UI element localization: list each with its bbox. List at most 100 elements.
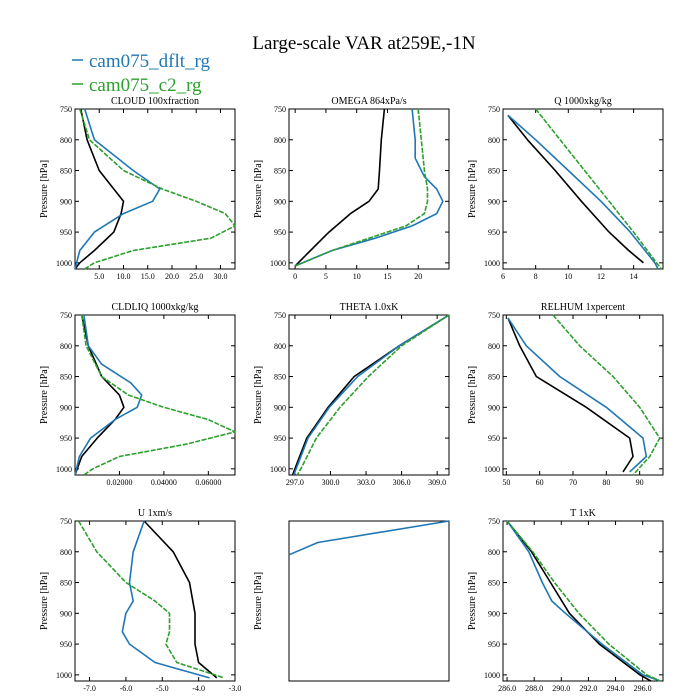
- y-axis-label: Pressure [hPa]: [39, 366, 50, 424]
- y-tick-label: 1000: [484, 671, 500, 680]
- panel-7: U 1xm/s Pressure [hPa] 750 800 850 900 950 1000…: [39, 508, 241, 693]
- y-tick-label: 800: [60, 548, 72, 557]
- x-tick-label: 10: [564, 272, 572, 281]
- x-tick-label: 0.04000: [151, 478, 177, 487]
- series-line-3: [506, 520, 661, 682]
- figure-title: Large-scale VAR at259E,-1N: [252, 33, 475, 54]
- plot-frame: [74, 108, 236, 270]
- panel-2: OMEGA 864xPa/s Pressure [hPa] 750 800 850 900…: [253, 96, 450, 281]
- y-tick-label: 850: [488, 167, 500, 176]
- x-tick-label: 90: [636, 478, 644, 487]
- x-tick-label: 290.0: [552, 684, 570, 693]
- x-tick-label: 8: [534, 272, 538, 281]
- series-line-3: [79, 108, 236, 270]
- x-tick-label: 292.0: [579, 684, 597, 693]
- x-tick-label: 25.0: [189, 272, 203, 281]
- x-tick-label: 286.0: [498, 684, 516, 693]
- x-tick-label: 0: [293, 272, 297, 281]
- y-axis-label: Pressure [hPa]: [467, 160, 478, 218]
- y-tick-label: 900: [488, 609, 500, 618]
- panel-9: T 1xK Pressure [hPa] 750 800 850 900 950 1000 28…: [467, 508, 664, 693]
- y-tick-label: 900: [274, 197, 286, 206]
- x-tick-label: 297.0: [286, 478, 304, 487]
- plot-frame: [288, 108, 450, 270]
- y-tick-label: 1000: [56, 259, 72, 268]
- panel-title: RELHUM 1xpercent: [541, 302, 625, 313]
- series-line-2: [507, 114, 659, 270]
- y-tick-label: 750: [60, 311, 72, 320]
- x-tick-label: 300.0: [321, 478, 339, 487]
- x-tick-label: 0.02000: [106, 478, 132, 487]
- y-tick-label: 950: [274, 228, 286, 237]
- legend-label-c2: cam075_c2_rg: [89, 75, 202, 96]
- y-tick-label: 800: [60, 342, 72, 351]
- series-line-1: [74, 314, 125, 476]
- panel-title: THETA 1.0xK: [340, 302, 399, 313]
- x-tick-label: -5.0: [156, 684, 169, 693]
- x-tick-label: -3.0: [229, 684, 242, 693]
- y-tick-label: 850: [488, 373, 500, 382]
- y-tick-label: 750: [60, 105, 72, 114]
- y-tick-label: 900: [488, 403, 500, 412]
- y-tick-label: 800: [274, 342, 286, 351]
- x-tick-label: 15: [383, 272, 391, 281]
- y-tick-label: 800: [274, 136, 286, 145]
- panel-6: RELHUM 1xpercent Pressure [hPa] 750 800 850 9…: [467, 302, 664, 487]
- panel-3: Q 1000xkg/kg Pressure [hPa] 750 800 850 900 95…: [467, 96, 664, 281]
- panel-1: CLOUD 100xfraction Pressure [hPa] 750 800 85…: [39, 96, 236, 281]
- panel-title: CLOUD 100xfraction: [111, 96, 199, 107]
- y-tick-label: 750: [60, 517, 72, 526]
- y-tick-label: 950: [488, 640, 500, 649]
- panel-5: THETA 1.0xK Pressure [hPa] 750 800 850 900 950…: [253, 302, 450, 487]
- panel-title: Q 1000xkg/kg: [554, 96, 612, 107]
- x-tick-label: 309.0: [428, 478, 446, 487]
- series-line-3: [552, 314, 661, 476]
- x-tick-label: 15.0: [141, 272, 155, 281]
- y-tick-label: 850: [60, 373, 72, 382]
- x-tick-label: 14: [630, 272, 638, 281]
- y-axis-label: Pressure [hPa]: [467, 572, 478, 630]
- y-tick-label: 1000: [270, 259, 286, 268]
- y-tick-label: 750: [488, 311, 500, 320]
- y-tick-label: 1000: [270, 465, 286, 474]
- series-line-1: [507, 114, 644, 264]
- x-tick-label: 294.0: [607, 684, 625, 693]
- panel-title: OMEGA 864xPa/s: [331, 96, 406, 107]
- series-line-1: [507, 317, 634, 473]
- series-line-3: [80, 314, 236, 476]
- panel-title: CLDLIQ 1000xkg/kg: [112, 302, 199, 313]
- y-tick-label: 950: [60, 434, 72, 443]
- y-tick-label: 750: [274, 105, 286, 114]
- x-tick-label: 5.0: [94, 272, 104, 281]
- plot-frame: [74, 314, 236, 476]
- x-tick-label: 0.06000: [195, 478, 221, 487]
- x-tick-label: 303.0: [357, 478, 375, 487]
- x-tick-label: 30.0: [213, 272, 227, 281]
- y-tick-label: 950: [60, 640, 72, 649]
- panel-title: U 1xm/s: [138, 508, 172, 519]
- series-line-2: [121, 520, 210, 679]
- x-tick-label: 10.0: [116, 272, 130, 281]
- y-tick-label: 900: [60, 609, 72, 618]
- x-tick-label: 6: [501, 272, 505, 281]
- series-line-3: [77, 520, 225, 679]
- x-tick-label: 12: [597, 272, 605, 281]
- y-tick-label: 850: [60, 579, 72, 588]
- series-line-2: [506, 520, 661, 682]
- legend-label-dflt: cam075_dflt_rg: [89, 51, 211, 72]
- legend: cam075_dflt_rg cam075_c2_rg: [72, 51, 211, 96]
- y-tick-label: 950: [60, 228, 72, 237]
- series-line-1: [74, 108, 125, 270]
- series-line-1: [143, 520, 218, 679]
- x-tick-label: 20.0: [165, 272, 179, 281]
- plot-frame: [288, 314, 450, 476]
- y-tick-label: 850: [274, 373, 286, 382]
- series-line-3: [296, 314, 450, 476]
- y-tick-label: 950: [488, 228, 500, 237]
- plot-frame: [288, 520, 450, 682]
- series-line-1: [506, 520, 652, 682]
- y-tick-label: 750: [488, 517, 500, 526]
- x-tick-label: 80: [602, 478, 610, 487]
- y-tick-label: 1000: [56, 671, 72, 680]
- y-tick-label: 900: [274, 403, 286, 412]
